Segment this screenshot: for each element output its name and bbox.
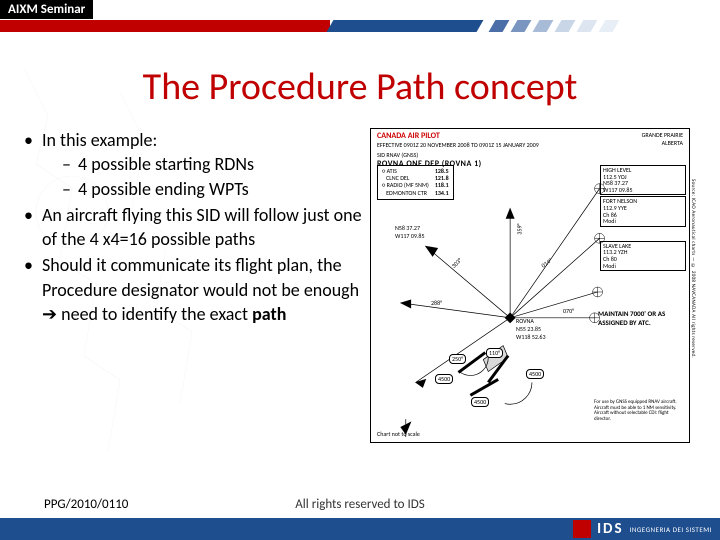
bullet-3: Should it communicate its flight plan, t…: [24, 253, 364, 326]
pill-3: 4500: [471, 397, 489, 407]
ids-logo-subtext: INGEGNERIA DEI SISTEMI: [630, 525, 712, 534]
footer-copy: All rights reserved to IDS: [295, 497, 424, 512]
footer-ref: PPG/2010/0110: [44, 497, 128, 512]
sub-2: 4 possible ending WPTs: [62, 177, 364, 201]
pill-4: 250°: [449, 354, 466, 364]
pill-1: 4500: [435, 374, 453, 384]
header-stripe: [0, 20, 720, 38]
brg-3: 288°: [431, 299, 442, 307]
arrow-icon: ➔: [42, 303, 57, 325]
pt-yoj: N58 37.27 W117 09.85: [395, 224, 425, 240]
chart-area: CANADA AIR PILOT EFFECTIVE 0901Z 20 NOVE…: [364, 128, 694, 443]
aero-chart: CANADA AIR PILOT EFFECTIVE 0901Z 20 NOVE…: [370, 128, 690, 443]
sub-1: 4 possible starting RDNs: [62, 152, 364, 176]
footer-bar: IDS INGEGNERIA DEI SISTEMI: [0, 518, 720, 540]
chart-svg: [371, 129, 689, 442]
brg-1: 359°: [516, 223, 524, 234]
bullet-1-text: In this example:: [42, 129, 157, 151]
bullet-2: An aircraft flying this SID will follow …: [24, 203, 364, 252]
pt-centre: ROVNA N55 23.85 W118 52.63: [516, 317, 546, 341]
bullet-1: In this example: 4 possible starting RDN…: [24, 128, 364, 201]
chart-sidetext: Source: ICAO Aeronautical charts — © 200…: [690, 179, 696, 358]
ids-logo-text: IDS: [597, 520, 624, 538]
bullet-3b: need to identify the exact: [57, 303, 252, 325]
brg-6: 070°: [563, 307, 574, 315]
seminar-tag: AIXM Seminar: [0, 0, 93, 19]
pill-5: 110°: [486, 348, 503, 358]
ids-logo-icon: [573, 520, 591, 538]
bullet-3c: path: [252, 303, 286, 325]
header: AIXM Seminar: [0, 0, 720, 44]
bullet-3a: Should it communicate its flight plan, t…: [42, 254, 359, 300]
pill-2: 4500: [526, 369, 544, 379]
footer: PPG/2010/0110 All rights reserved to IDS…: [0, 488, 720, 540]
